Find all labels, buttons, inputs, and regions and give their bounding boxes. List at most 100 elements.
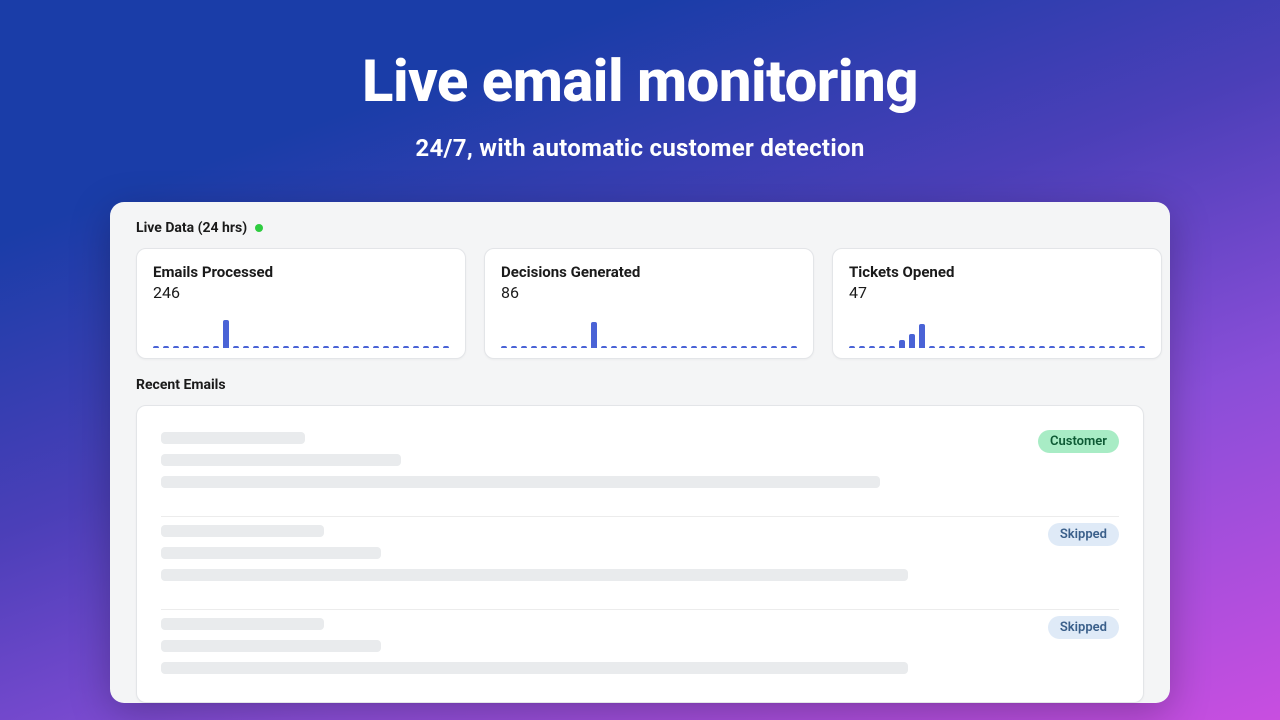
recent-emails-header: Recent Emails	[136, 377, 1144, 393]
recent-emails-label: Recent Emails	[136, 377, 226, 393]
spark-bar	[363, 346, 369, 348]
spark-bar	[183, 346, 189, 348]
spark-bar	[153, 346, 159, 348]
spark-bar	[541, 346, 547, 348]
spark-bar	[303, 346, 309, 348]
spark-bar	[233, 346, 239, 348]
spark-bar	[223, 320, 229, 348]
badge-skipped: Skipped	[1048, 616, 1119, 639]
spark-bar	[571, 346, 577, 348]
spark-bar	[671, 346, 677, 348]
spark-bar	[1079, 346, 1085, 348]
hero-title: Live email monitoring	[362, 48, 918, 116]
spark-bar	[1129, 346, 1135, 348]
spark-bar	[909, 334, 915, 348]
stat-title: Tickets Opened	[849, 263, 1145, 281]
stat-card-tickets-opened: Tickets Opened 47	[832, 248, 1162, 359]
spark-bar	[173, 346, 179, 348]
spark-bar	[711, 346, 717, 348]
spark-bar	[791, 346, 797, 348]
skeleton-line	[161, 569, 908, 581]
spark-bar	[631, 346, 637, 348]
spark-bar	[1009, 346, 1015, 348]
spark-bar	[1039, 346, 1045, 348]
spark-bar	[651, 346, 657, 348]
spark-bar	[681, 346, 687, 348]
spark-bar	[283, 346, 289, 348]
spark-bar	[1139, 346, 1145, 348]
spark-bar	[999, 346, 1005, 348]
spark-bar	[611, 346, 617, 348]
spark-bar	[959, 346, 965, 348]
stat-title: Decisions Generated	[501, 263, 797, 281]
spark-bar	[501, 346, 507, 348]
dashboard-panel: Live Data (24 hrs) Emails Processed 246 …	[110, 202, 1170, 703]
stat-value: 86	[501, 283, 797, 302]
email-row[interactable]: Customer	[161, 424, 1119, 517]
spark-bar	[879, 346, 885, 348]
sparkline-chart	[501, 314, 797, 348]
spark-bar	[919, 324, 925, 348]
live-data-header: Live Data (24 hrs)	[136, 220, 1144, 236]
spark-bar	[869, 346, 875, 348]
spark-bar	[939, 346, 945, 348]
spark-bar	[313, 346, 319, 348]
live-status-dot-icon	[255, 224, 263, 232]
spark-bar	[253, 346, 259, 348]
hero-subtitle: 24/7, with automatic customer detection	[415, 134, 864, 162]
spark-bar	[353, 346, 359, 348]
skeleton-line	[161, 476, 880, 488]
spark-bar	[969, 346, 975, 348]
spark-bar	[591, 322, 597, 348]
spark-bar	[751, 346, 757, 348]
spark-bar	[741, 346, 747, 348]
spark-bar	[1069, 346, 1075, 348]
spark-bar	[661, 346, 667, 348]
spark-bar	[511, 346, 517, 348]
stat-value: 47	[849, 283, 1145, 302]
spark-bar	[373, 346, 379, 348]
spark-bar	[771, 346, 777, 348]
skeleton-line	[161, 454, 401, 466]
spark-bar	[203, 346, 209, 348]
stat-title: Emails Processed	[153, 263, 449, 281]
spark-bar	[193, 346, 199, 348]
spark-bar	[1049, 346, 1055, 348]
skeleton-line	[161, 525, 324, 537]
recent-emails-list: Customer Skipped Skipped	[136, 405, 1144, 703]
spark-bar	[581, 346, 587, 348]
spark-bar	[403, 346, 409, 348]
spark-bar	[561, 346, 567, 348]
spark-bar	[701, 346, 707, 348]
spark-bar	[1089, 346, 1095, 348]
spark-bar	[551, 346, 557, 348]
skeleton-line	[161, 432, 305, 444]
badge-customer: Customer	[1038, 430, 1119, 453]
spark-bar	[213, 346, 219, 348]
live-data-label: Live Data (24 hrs)	[136, 220, 247, 236]
spark-bar	[1099, 346, 1105, 348]
spark-bar	[433, 346, 439, 348]
spark-bar	[443, 346, 449, 348]
skeleton-line	[161, 640, 381, 652]
spark-bar	[889, 346, 895, 348]
spark-bar	[273, 346, 279, 348]
stat-card-emails-processed: Emails Processed 246	[136, 248, 466, 359]
skeleton-line	[161, 662, 908, 674]
spark-bar	[989, 346, 995, 348]
stat-value: 246	[153, 283, 449, 302]
skeleton-line	[161, 618, 324, 630]
spark-bar	[293, 346, 299, 348]
spark-bar	[263, 346, 269, 348]
spark-bar	[383, 346, 389, 348]
spark-bar	[601, 346, 607, 348]
email-row[interactable]: Skipped	[161, 517, 1119, 610]
spark-bar	[641, 346, 647, 348]
spark-bar	[163, 346, 169, 348]
spark-bar	[761, 346, 767, 348]
spark-bar	[929, 346, 935, 348]
spark-bar	[423, 346, 429, 348]
email-row[interactable]: Skipped	[161, 610, 1119, 702]
spark-bar	[849, 346, 855, 348]
spark-bar	[949, 346, 955, 348]
